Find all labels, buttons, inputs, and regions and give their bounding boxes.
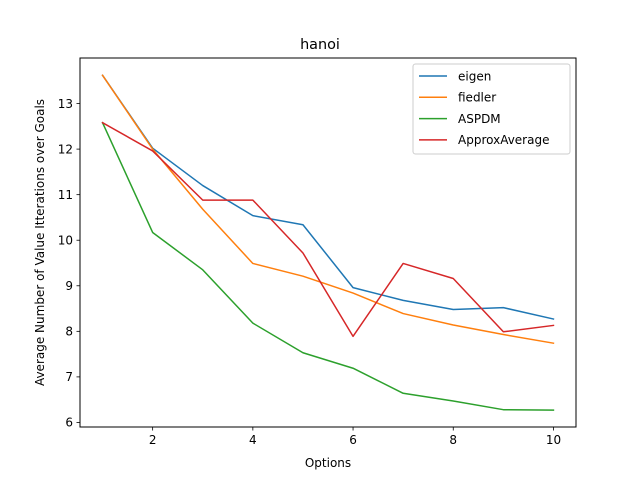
x-axis-label: Options [305, 456, 351, 470]
legend-label-fiedler: fiedler [458, 91, 496, 105]
series-line-fiedler [101, 74, 555, 345]
series-line-approxaverage [101, 121, 555, 338]
y-tick-label: 8 [65, 325, 73, 339]
x-tick-label: 2 [149, 433, 157, 447]
legend-label-approxaverage: ApproxAverage [458, 133, 549, 147]
y-axis-label: Average Number of Value Itterations over… [33, 99, 47, 386]
series-line-aspdm [101, 121, 555, 411]
x-tick-label: 8 [449, 433, 457, 447]
y-tick-label: 6 [65, 416, 73, 430]
y-tick-label: 12 [58, 142, 73, 156]
y-tick-label: 7 [65, 370, 73, 384]
legend-label-aspdm: ASPDM [458, 112, 501, 126]
plot-frame [79, 57, 577, 428]
legend: eigen fiedler ASPDM ApproxAverage [412, 63, 571, 155]
chart-title: hanoi [300, 37, 340, 53]
legend-box [412, 63, 571, 155]
x-tick-label: 4 [249, 433, 257, 447]
x-tick-label: 6 [349, 433, 357, 447]
y-tick-label: 10 [58, 234, 73, 248]
y-tick-label: 9 [65, 279, 73, 293]
y-tick-label: 13 [58, 97, 73, 111]
legend-label-eigen: eigen [458, 69, 491, 83]
x-tick-label: 10 [546, 433, 561, 447]
axis-ticks: 2 4 6 8 10 6 7 8 9 10 11 12 13 [58, 97, 561, 447]
plot-area [101, 74, 555, 411]
y-tick-label: 11 [58, 188, 73, 202]
series-line-eigen [101, 74, 555, 320]
